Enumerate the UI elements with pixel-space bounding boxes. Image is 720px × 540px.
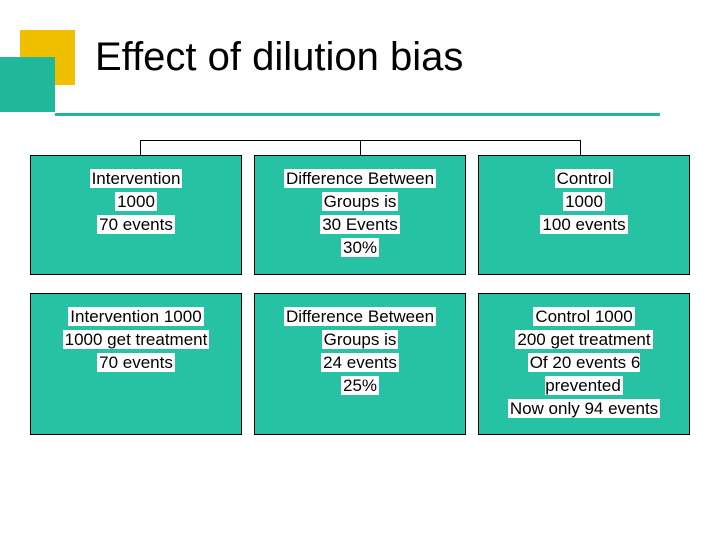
panel-text-line: 24 events (321, 353, 399, 372)
panel-text-line: Now only 94 events (508, 399, 660, 418)
title-underline (55, 113, 660, 116)
connector-drop-mid (360, 140, 361, 156)
panel-text-line: 30% (341, 238, 379, 257)
panel-text-line: 25% (341, 376, 379, 395)
panel-text-line: 1000 (563, 192, 605, 211)
diagram-area: Intervention 1000 70 events Difference Betw… (30, 155, 690, 453)
connector-drop-right (580, 140, 581, 156)
square-front-icon (0, 57, 55, 112)
panel-text-line: Intervention (90, 169, 183, 188)
panel-text-line: 200 get treatment (515, 330, 652, 349)
panel-text-line: Control 1000 (533, 307, 634, 326)
panel-text-line: 70 events (97, 353, 175, 372)
panel-text-line: 100 events (540, 215, 627, 234)
panel-text-line: Difference Between (284, 307, 436, 326)
panel-text-line: Groups is (322, 330, 399, 349)
diagram-panel: Difference Between Groups is 24 events 25% (254, 293, 466, 436)
panel-text-line: 1000 get treatment (63, 330, 210, 349)
connector-drop-left (140, 140, 141, 156)
header-decoration (0, 30, 100, 110)
page-title: Effect of dilution bias (95, 35, 463, 80)
panel-text-line: Groups is (322, 192, 399, 211)
panel-text-line: Difference Between (284, 169, 436, 188)
panel-text-line: Control (555, 169, 614, 188)
diagram-panel: Difference Between Groups is 30 Events 30% (254, 155, 466, 275)
diagram-panel: Control 1000 100 events (478, 155, 690, 275)
diagram-panel: Control 1000 200 get treatment Of 20 event… (478, 293, 690, 436)
panel-text-line: Of 20 events 6 prevented (528, 353, 641, 395)
panel-text-line: 70 events (97, 215, 175, 234)
panel-text-line: 1000 (115, 192, 157, 211)
panel-text-line: 30 Events (320, 215, 400, 234)
panel-text-line: Intervention 1000 (68, 307, 203, 326)
diagram-panel: Intervention 1000 70 events (30, 155, 242, 275)
diagram-panel: Intervention 1000 1000 get treatment 70 ev… (30, 293, 242, 436)
diagram-row: Intervention 1000 1000 get treatment 70 ev… (30, 293, 690, 436)
diagram-row: Intervention 1000 70 events Difference Betw… (30, 155, 690, 275)
